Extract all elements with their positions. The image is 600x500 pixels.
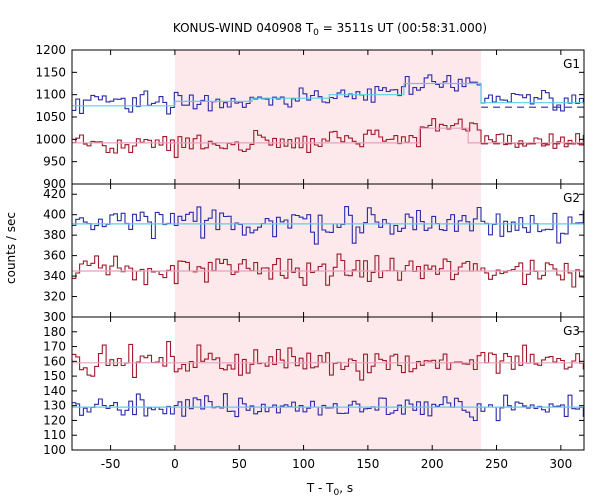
y-tick-label: 950 (43, 155, 66, 169)
y-tick-label: 300 (43, 310, 66, 324)
x-tick-label: 50 (232, 457, 247, 471)
plot-panels: 90095010001050110011501200G1300320340360… (35, 43, 585, 471)
x-axis-label: T - T0, s (306, 481, 353, 498)
y-tick-label: 420 (43, 187, 66, 201)
y-tick-label: 110 (43, 428, 66, 442)
fit-line-g1-blue (72, 82, 584, 107)
y-tick-label: 1100 (35, 88, 66, 102)
panel-label-g1: G1 (563, 57, 580, 71)
series-g1-blue (72, 74, 584, 115)
chart-title-suffix: = 3511s UT (00:58:31.000) (319, 21, 487, 35)
x-tick-label: 150 (356, 457, 379, 471)
y-tick-label: 120 (43, 413, 66, 427)
x-axis-label-prefix: T - T (306, 481, 334, 495)
y-tick-label: 100 (43, 443, 66, 457)
panel-label-g3: G3 (563, 324, 580, 338)
y-tick-label: 320 (43, 290, 66, 304)
y-tick-label: 400 (43, 208, 66, 222)
y-tick-label: 900 (43, 177, 66, 191)
y-tick-label: 1050 (35, 110, 66, 124)
x-tick-label: 300 (549, 457, 572, 471)
panel-frame (71, 316, 585, 451)
y-tick-label: 180 (43, 325, 66, 339)
x-axis-label-subscript: 0 (334, 488, 340, 498)
y-tick-label: 360 (43, 249, 66, 263)
chart-title-subscript: 0 (313, 28, 319, 38)
series-g2-blue (72, 206, 584, 245)
x-tick-label: 100 (292, 457, 315, 471)
y-tick-label: 130 (43, 399, 66, 413)
y-tick-label: 170 (43, 340, 66, 354)
panel-label-g2: G2 (563, 191, 580, 205)
chart-title: KONUS-WIND 040908 T0 = 3511s UT (00:58:3… (173, 21, 487, 38)
x-tick-label: -50 (101, 457, 121, 471)
y-tick-label: 380 (43, 228, 66, 242)
x-axis-label-suffix: , s (339, 481, 353, 495)
x-tick-label: 200 (421, 457, 444, 471)
x-tick-label: 0 (171, 457, 179, 471)
series-g1-red (72, 118, 584, 158)
y-tick-label: 340 (43, 269, 66, 283)
y-axis-label: counts / sec (4, 212, 18, 284)
y-tick-label: 1150 (35, 65, 66, 79)
fit-line-g1-red (72, 127, 584, 144)
panel-g1: 900 950 1000 1050 1100 1150 1200 G1 (35, 43, 585, 191)
y-tick-label: 140 (43, 384, 66, 398)
y-tick-label: 1000 (35, 132, 66, 146)
y-tick-label: 150 (43, 369, 66, 383)
y-tick-label: 160 (43, 354, 66, 368)
y-tick-label: 1200 (35, 43, 66, 57)
chart-title-prefix: KONUS-WIND 040908 T (173, 21, 314, 35)
x-tick-label: 250 (485, 457, 508, 471)
highlight-interval (174, 50, 482, 450)
series-g2-red (72, 253, 584, 288)
